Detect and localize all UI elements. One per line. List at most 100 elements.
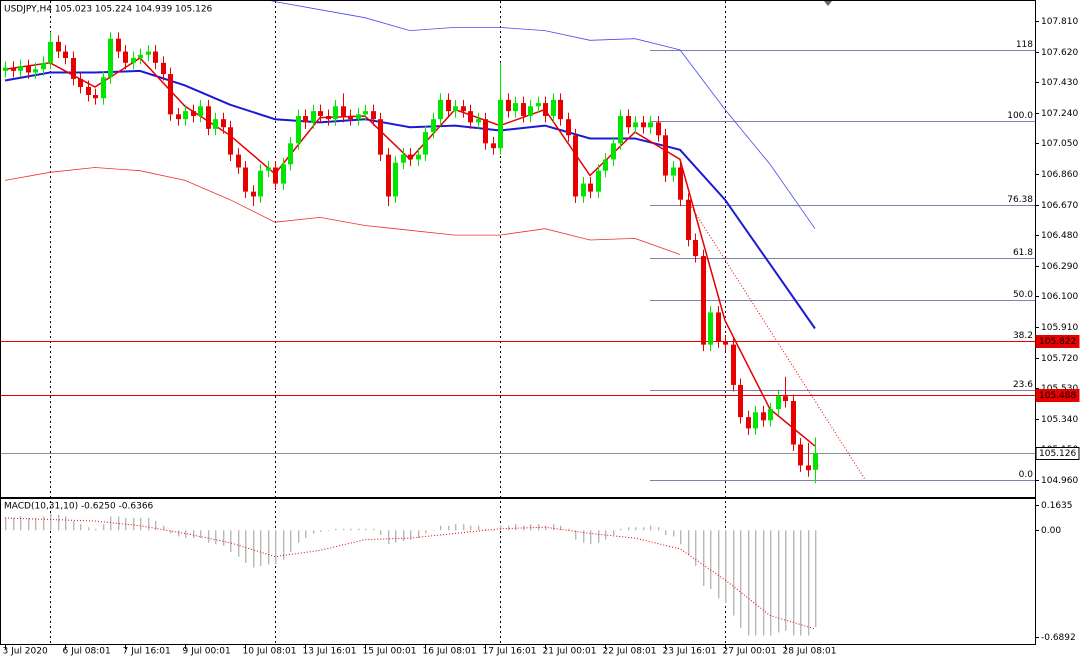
y-tick-label: 107.050	[1041, 139, 1078, 149]
y-tick-label: 105.720	[1041, 354, 1078, 364]
macd-bar	[418, 530, 420, 539]
macd-bar	[560, 525, 562, 531]
macd-bar	[628, 527, 630, 531]
macd-bar	[358, 528, 360, 531]
indicator-line	[265, 0, 816, 229]
macd-signal	[4, 517, 816, 630]
candle-body	[348, 115, 353, 120]
macd-bar	[13, 517, 15, 531]
candle-body	[491, 143, 496, 149]
chart-title: USDJPY,H4 105.023 105.224 104.939 105.12…	[4, 5, 213, 15]
macd-bar	[260, 530, 262, 566]
candle-body	[626, 115, 631, 128]
macd-bar	[650, 525, 652, 531]
candle-body	[656, 122, 661, 136]
macd-bar	[568, 528, 570, 531]
macd-bar	[770, 530, 772, 636]
candle-body	[408, 154, 413, 160]
macd-bar	[575, 530, 577, 540]
candle-body	[3, 67, 8, 71]
candle-body	[708, 312, 713, 345]
macd-bar	[178, 530, 180, 537]
y-tick-label: 107.430	[1041, 78, 1078, 88]
candle-body	[273, 167, 278, 184]
candle-body	[191, 111, 196, 116]
macd-bar	[740, 530, 742, 628]
macd-y-tick-label: -0.6892	[1041, 633, 1076, 643]
macd-bar	[388, 530, 390, 545]
candle-body	[386, 154, 391, 197]
candle-body	[633, 122, 638, 128]
x-tick-label: 13 Jul 16:01	[303, 647, 357, 657]
macd-bar	[103, 524, 105, 531]
macd-bar	[20, 516, 22, 531]
macd-bar	[230, 530, 232, 552]
price-box-label: 105.488	[1039, 391, 1076, 401]
fibo-label: 61.8	[1013, 248, 1033, 258]
candle-body	[318, 111, 323, 116]
macd-bar	[88, 527, 90, 531]
x-tick-label: 9 Jul 00:01	[183, 647, 231, 657]
price-box	[1035, 335, 1080, 348]
candle-body	[101, 77, 106, 99]
candle-body	[446, 99, 451, 112]
macd-bar	[800, 530, 802, 636]
candle-body	[596, 170, 601, 192]
candle-body	[581, 183, 586, 197]
plot-layer: 118 100.0 76.38 61.8 50.0 38.2 23.6 0.0	[0, 0, 1039, 649]
y-tick-label: 107.620	[1041, 48, 1078, 58]
macd-bar	[208, 530, 210, 543]
candle-body	[296, 115, 301, 144]
macd-bar	[485, 528, 487, 531]
candle-body	[588, 183, 593, 192]
macd-bar	[118, 516, 120, 531]
macd-bar	[73, 521, 75, 531]
macd-bar	[538, 524, 540, 531]
candle-body	[78, 78, 83, 87]
candle-body	[678, 167, 683, 200]
candle-body	[311, 111, 316, 123]
macd-y-tick-label: 0.00	[1041, 526, 1061, 536]
candle-body	[378, 119, 383, 155]
macd-bar	[433, 530, 435, 531]
candle-body	[648, 122, 653, 128]
candle-body	[108, 38, 113, 78]
candle-body	[363, 111, 368, 115]
candle-body	[761, 412, 766, 421]
x-tick-label: 21 Jul 00:01	[543, 647, 597, 657]
macd-bar	[365, 528, 367, 531]
macd-bar	[65, 516, 67, 531]
price-box	[1035, 389, 1080, 402]
candle-body	[303, 115, 308, 123]
macd-bar	[688, 530, 690, 556]
macd-bar	[470, 525, 472, 531]
candle-body	[558, 99, 563, 120]
candle-body	[281, 164, 286, 184]
fibo-label: 100.0	[1007, 111, 1033, 121]
candle-body	[206, 106, 211, 129]
macd-bar	[455, 524, 457, 531]
macd-bar	[643, 527, 645, 531]
candle-body	[243, 167, 248, 192]
candle-body	[611, 143, 616, 160]
macd-bar	[253, 530, 255, 568]
macd-bar	[778, 530, 780, 633]
fibo-label: 50.0	[1013, 290, 1033, 300]
macd-label: MACD(10,31,10) -0.6250 -0.6366	[4, 502, 154, 512]
candle-body	[63, 51, 68, 58]
candle-body	[716, 312, 721, 342]
macd-bar	[583, 530, 585, 543]
macd-bar	[545, 525, 547, 531]
macd-bar	[28, 517, 30, 531]
macd-bar	[733, 530, 735, 616]
candle-body	[543, 103, 548, 116]
candle-body	[146, 51, 151, 55]
candle-body	[641, 122, 646, 128]
candle-body	[18, 66, 23, 71]
macd-bar	[163, 525, 165, 531]
macd-bar	[275, 530, 277, 565]
candle-body	[723, 341, 728, 345]
candle-body	[153, 51, 158, 63]
